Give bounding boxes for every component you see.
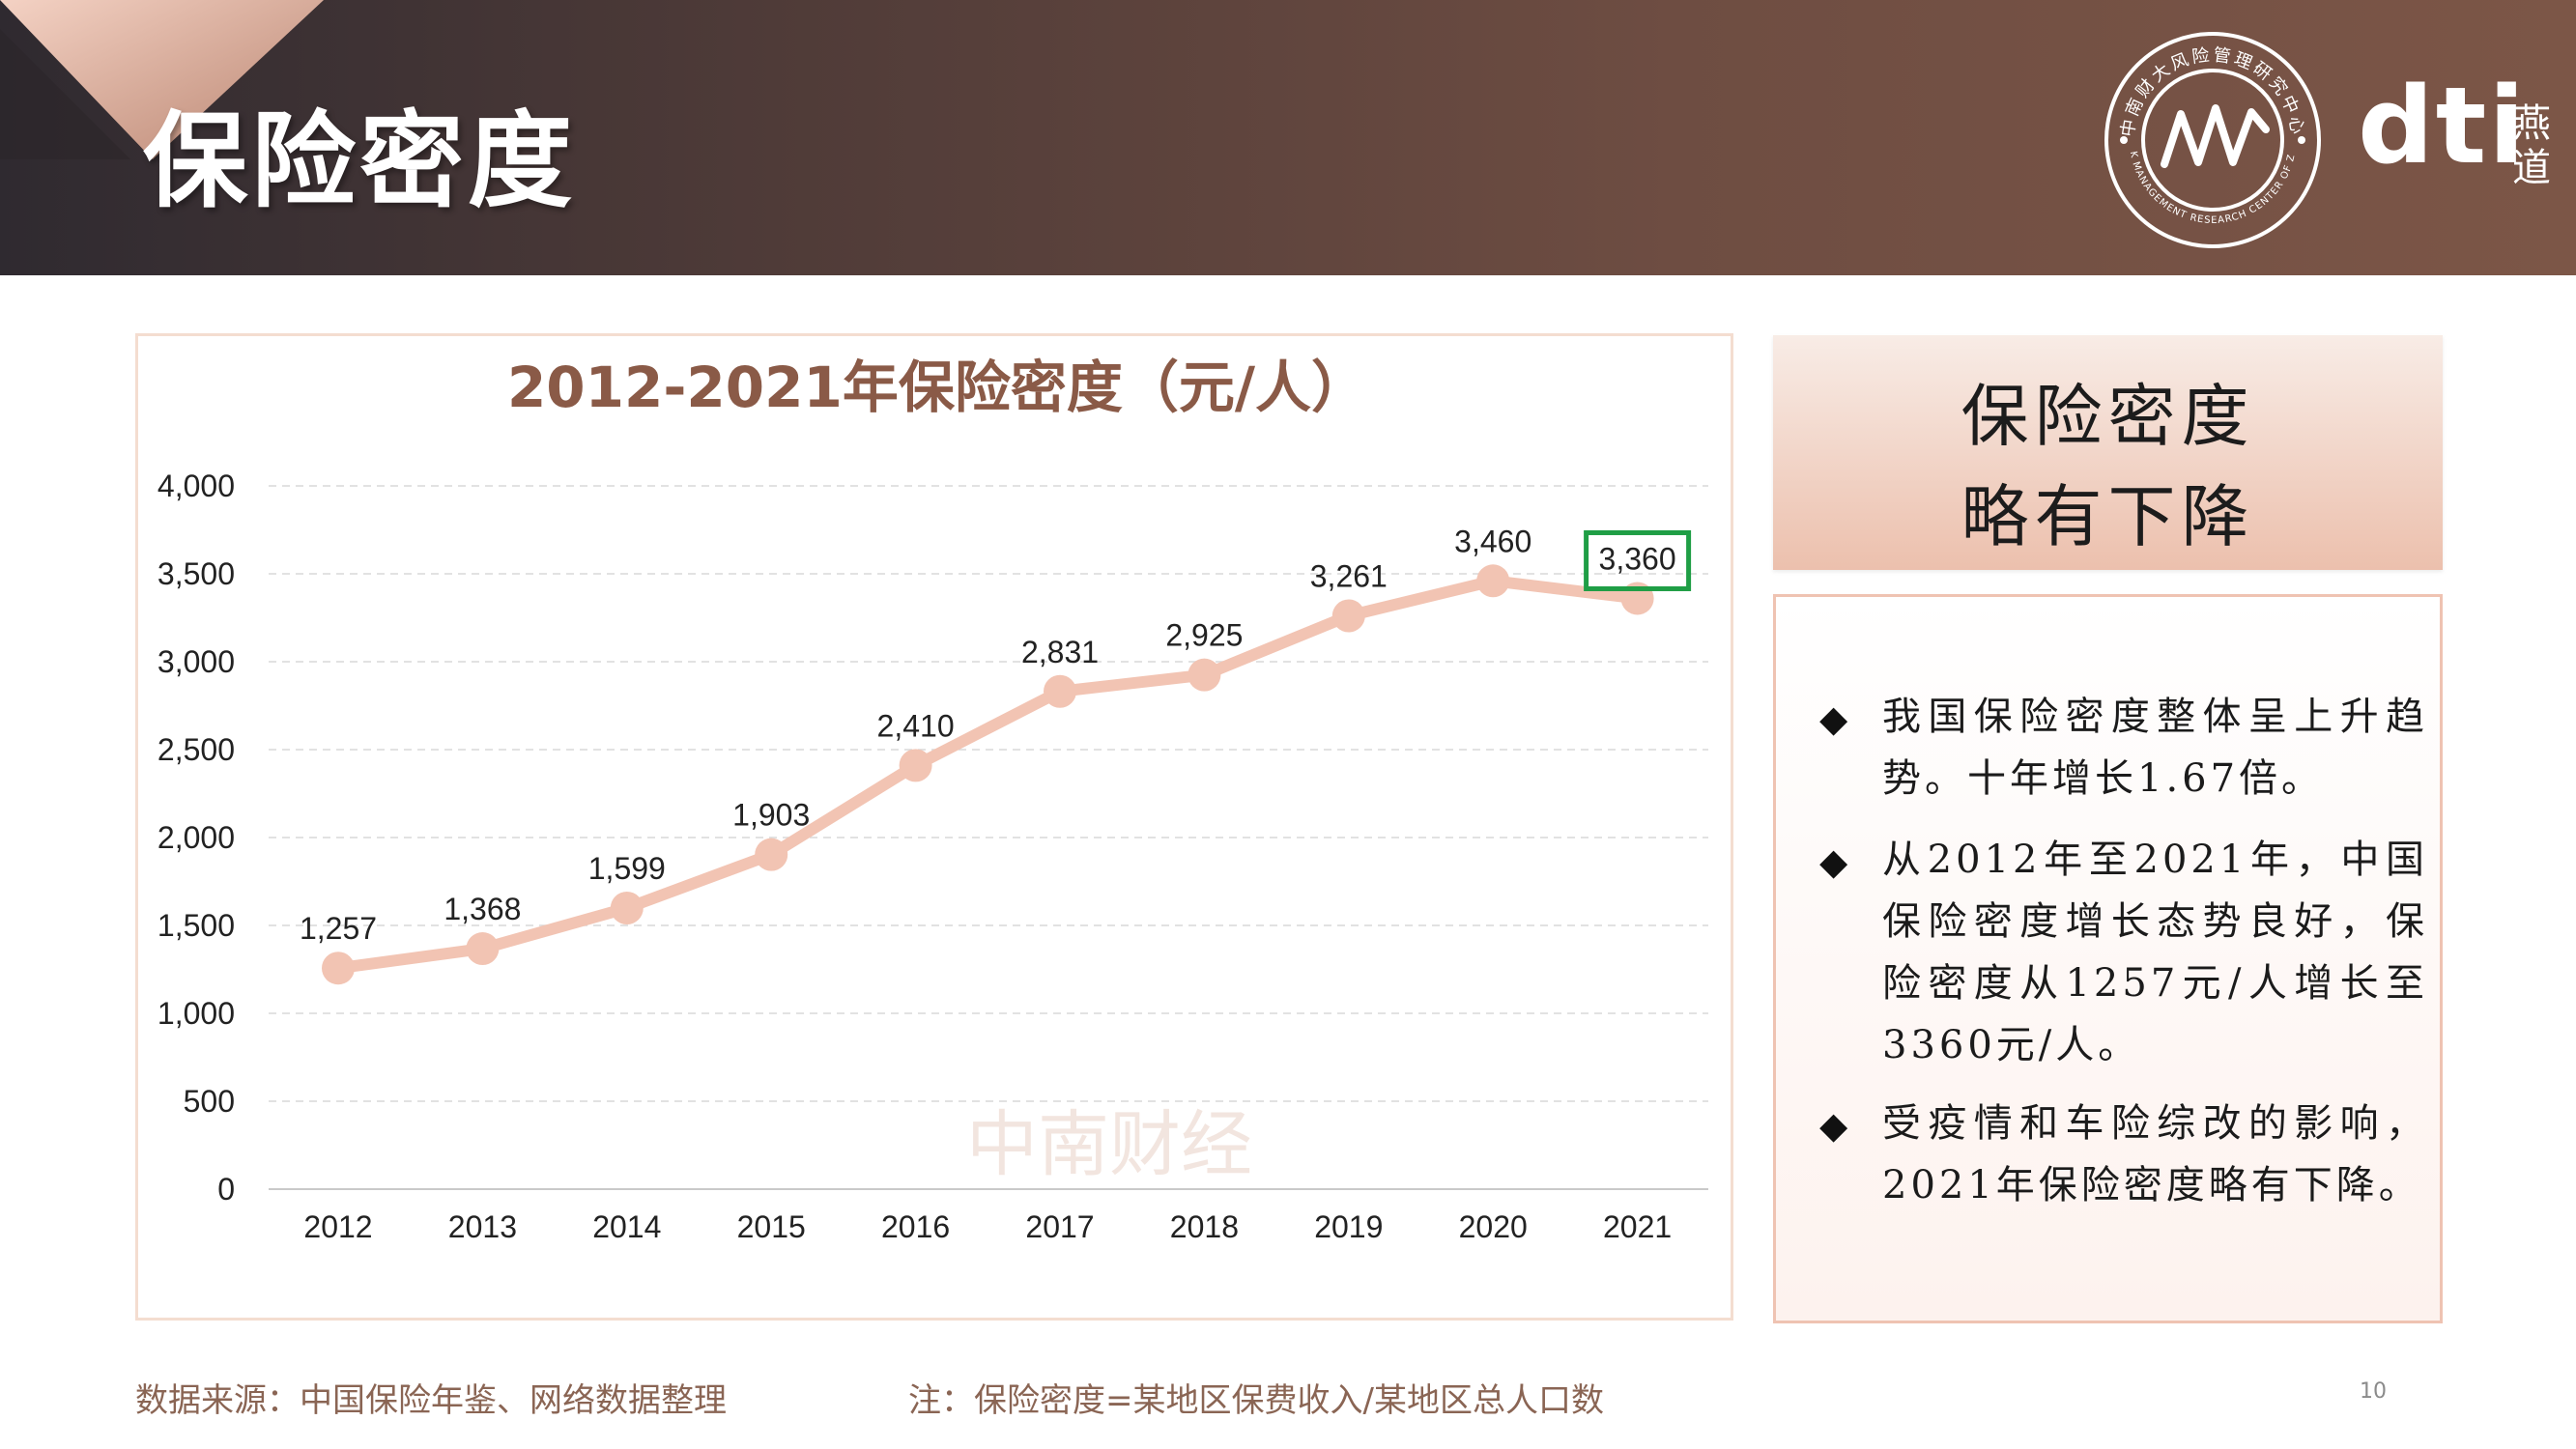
data-point xyxy=(1188,658,1221,692)
data-point xyxy=(755,838,788,871)
x-tick-label: 2015 xyxy=(737,1209,806,1244)
diamond-bullet-icon: ◆ xyxy=(1819,697,1848,740)
data-label: 2,831 xyxy=(1021,635,1099,669)
y-tick-label: 3,500 xyxy=(157,556,235,591)
bullet-text: 我国保险密度整体呈上升趋势。十年增长1.67倍。 xyxy=(1882,695,2428,801)
data-label: 2,925 xyxy=(1165,618,1243,653)
dti-logo: dti xyxy=(2358,64,2528,187)
page-number: 10 xyxy=(2360,1379,2387,1404)
y-tick-label: 3,000 xyxy=(157,644,235,679)
x-tick-label: 2017 xyxy=(1025,1209,1094,1244)
data-label: 1,257 xyxy=(300,911,377,946)
y-tick-label: 4,000 xyxy=(157,469,235,503)
dti-logo-cn: 燕道 xyxy=(2512,101,2551,190)
data-label: 3,261 xyxy=(1310,558,1388,593)
data-point xyxy=(322,952,355,985)
data-point xyxy=(610,891,644,924)
chart-title: 2012-2021年保险密度（元/人） xyxy=(507,355,1367,420)
watermark: 中南财经 xyxy=(966,1103,1252,1186)
data-point xyxy=(899,749,932,782)
bullet-text: 从2012年至2021年，中国保险密度增长态势良好，保险密度从1257元/人增长… xyxy=(1882,838,2428,1067)
x-tick-label: 2018 xyxy=(1170,1209,1239,1244)
x-tick-label: 2013 xyxy=(448,1209,517,1244)
x-tick-label: 2016 xyxy=(881,1209,950,1244)
x-tick-label: 2021 xyxy=(1603,1209,1672,1244)
data-point xyxy=(1476,564,1510,598)
chart-panel: 2012-2021年保险密度（元/人） 中南财经 0 500 1,000 1,500 2,0… xyxy=(135,333,1733,1321)
data-label: 3,460 xyxy=(1454,524,1531,558)
page-title: 保险密度 xyxy=(143,101,577,222)
data-point xyxy=(1044,674,1076,708)
y-tick-label: 2,500 xyxy=(157,732,235,767)
data-label: 1,368 xyxy=(444,892,521,926)
formula-note: 注：保险密度=某地区保费收入/某地区总人口数 xyxy=(908,1381,1604,1420)
data-point xyxy=(466,932,500,966)
y-tick-label: 500 xyxy=(184,1084,235,1119)
highlight-box xyxy=(1584,529,1692,591)
y-tick-label: 0 xyxy=(217,1172,235,1207)
diamond-bullet-icon: ◆ xyxy=(1819,1104,1848,1147)
header-bar xyxy=(0,0,2576,275)
data-label: 1,599 xyxy=(588,851,666,886)
x-tick-label: 2014 xyxy=(592,1209,661,1244)
analysis-text-box: ◆ 我国保险密度整体呈上升趋势。十年增长1.67倍。 ◆ 从2012年至2021… xyxy=(1773,594,2443,1323)
x-tick-label: 2019 xyxy=(1314,1209,1383,1244)
data-source-note: 数据来源：中国保险年鉴、网络数据整理 xyxy=(135,1381,727,1420)
callout-line-1: 保险密度 xyxy=(1961,377,2255,456)
research-center-seal-icon: 中南财大风险管理研究中心 RISK MANAGEMENT RESEARCH CE… xyxy=(2102,29,2321,248)
y-tick-label: 1,500 xyxy=(157,908,235,943)
conclusion-callout: 保险密度 略有下降 xyxy=(1773,335,2443,570)
bullet-text: 受疫情和车险综改的影响，2021年保险密度略有下降。 xyxy=(1882,1101,2428,1208)
y-tick-label: 1,000 xyxy=(157,996,235,1031)
header-corner-decoration xyxy=(0,0,324,159)
data-label: 2,410 xyxy=(877,708,955,743)
series-line xyxy=(332,575,1644,975)
y-tick-label: 2,000 xyxy=(157,820,235,855)
data-label: 1,903 xyxy=(732,798,810,833)
diamond-bullet-icon: ◆ xyxy=(1819,840,1848,883)
x-tick-label: 2012 xyxy=(303,1209,372,1244)
data-point xyxy=(1331,599,1365,633)
data-label: 3,360 xyxy=(1599,541,1676,576)
x-tick-label: 2020 xyxy=(1459,1209,1528,1244)
insurance-density-line-chart: 2012-2021年保险密度（元/人） 中南财经 0 500 1,000 1,500 2,0… xyxy=(157,355,1708,1244)
callout-line-2: 略有下降 xyxy=(1961,477,2255,556)
